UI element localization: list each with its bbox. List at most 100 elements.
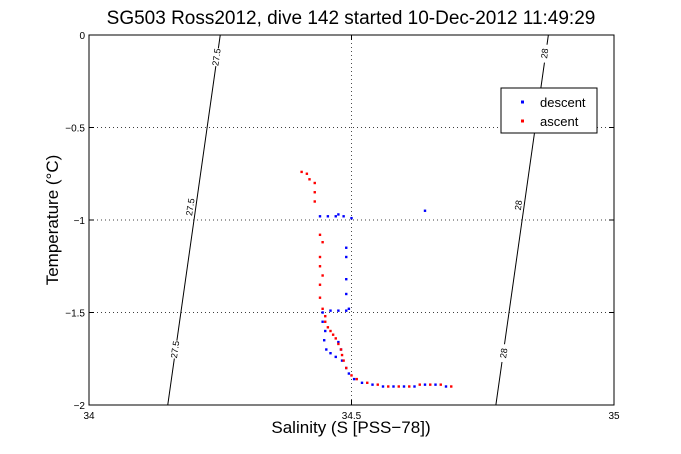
ascent-point xyxy=(408,385,411,388)
descent-point xyxy=(345,255,348,259)
ascent-point xyxy=(334,337,337,340)
ascent-point xyxy=(418,383,421,386)
ascent-point xyxy=(345,366,348,370)
descent-point xyxy=(340,359,344,362)
contour-label-background xyxy=(498,343,509,363)
descent-point xyxy=(381,385,385,388)
y-tick-label: −0.5 xyxy=(65,124,85,135)
ascent-point xyxy=(350,374,353,377)
ascent-point xyxy=(331,333,335,336)
descent-point xyxy=(347,307,351,310)
contour-label: 27.5 xyxy=(169,340,181,359)
ascent-point xyxy=(387,385,390,388)
ascent-point xyxy=(318,283,322,286)
descent-point xyxy=(444,385,448,388)
descent-point xyxy=(323,339,326,342)
ascent-point xyxy=(397,385,400,388)
descent-point xyxy=(423,383,427,386)
ascent-point xyxy=(376,383,379,386)
ascent-point xyxy=(321,274,324,277)
descent-point xyxy=(334,355,337,359)
contour-label: 27.5 xyxy=(184,198,196,217)
descent-point xyxy=(318,215,322,218)
descent-point xyxy=(371,383,374,386)
ascent-point xyxy=(355,377,358,381)
ascent-point xyxy=(450,385,453,388)
descent-point xyxy=(402,385,406,388)
ascent-point xyxy=(324,320,327,323)
y-tick-label: −2 xyxy=(74,401,86,412)
descent-point xyxy=(321,311,324,314)
ascent-point xyxy=(313,181,316,185)
contour-label-background xyxy=(185,197,196,217)
legend-marker-ascent xyxy=(521,119,524,123)
descent-point xyxy=(345,246,348,249)
ascent-point xyxy=(429,383,432,386)
ascent-point xyxy=(308,178,311,181)
descent-point xyxy=(329,352,332,355)
legend-entry-descent: descent xyxy=(540,95,586,110)
ascent-point xyxy=(318,255,322,259)
descent-point xyxy=(334,215,337,218)
contour-label: 27.5 xyxy=(210,48,222,67)
descent-point xyxy=(347,372,351,375)
ascent-point xyxy=(342,359,345,362)
legend: descent ascent xyxy=(500,87,598,134)
descent-point xyxy=(337,213,340,216)
ascent-point xyxy=(326,326,330,329)
legend-marker-descent xyxy=(521,100,524,104)
descent-point xyxy=(321,320,324,323)
ascent-point xyxy=(313,200,316,203)
ascent-point xyxy=(439,383,442,386)
descent-point xyxy=(329,309,332,312)
y-tick-label: −1.5 xyxy=(65,309,85,320)
y-axis-label: Temperature (°C) xyxy=(43,155,62,286)
descent-point xyxy=(326,215,330,218)
ascent-point xyxy=(366,381,369,384)
descent-point xyxy=(413,385,416,388)
descent-point xyxy=(345,278,348,281)
ascent-point xyxy=(300,170,303,174)
x-axis-label: Salinity (S [PSS−78]) xyxy=(271,418,430,437)
chart-title: SG503 Ross2012, dive 142 started 10-Dec-… xyxy=(107,8,596,29)
ascent-point xyxy=(305,172,309,175)
descent-point xyxy=(337,309,340,312)
contour-label-background xyxy=(169,340,181,359)
y-tick-label: −1 xyxy=(74,216,86,227)
x-tick-label: 35 xyxy=(608,411,620,422)
descent-point xyxy=(325,348,328,351)
ascent-point xyxy=(313,191,316,194)
ascent-point xyxy=(321,241,324,244)
contour-label-background xyxy=(211,47,222,67)
descent-point xyxy=(434,383,437,386)
ascent-point xyxy=(337,342,340,346)
contour-label: 28 xyxy=(539,48,550,59)
descent-point xyxy=(352,377,356,381)
contour-label-background xyxy=(539,44,550,63)
descent-point xyxy=(423,209,427,212)
x-tick-label: 34 xyxy=(83,411,95,422)
ascent-point xyxy=(329,329,332,333)
ascent-point xyxy=(318,265,322,268)
contour-label-background xyxy=(513,195,524,215)
y-tick-label: 0 xyxy=(79,31,85,42)
descent-point xyxy=(360,381,364,384)
ascent-point xyxy=(318,233,322,236)
ascent-point xyxy=(318,296,322,299)
contour-label: 28 xyxy=(498,348,509,359)
descent-point xyxy=(337,340,340,344)
descent-point xyxy=(345,309,348,312)
legend-box xyxy=(500,87,598,134)
ascent-point xyxy=(324,315,327,318)
contour-label: 28 xyxy=(513,200,524,211)
legend-entry-ascent: ascent xyxy=(540,114,579,129)
ascent-point xyxy=(339,348,343,351)
x-tick-label: 34.5 xyxy=(342,411,362,422)
descent-point xyxy=(345,292,348,296)
descent-point xyxy=(324,329,327,333)
descent-point xyxy=(392,385,395,388)
ascent-point xyxy=(321,307,324,310)
descent-point xyxy=(342,215,345,218)
ascent-point xyxy=(340,353,344,357)
